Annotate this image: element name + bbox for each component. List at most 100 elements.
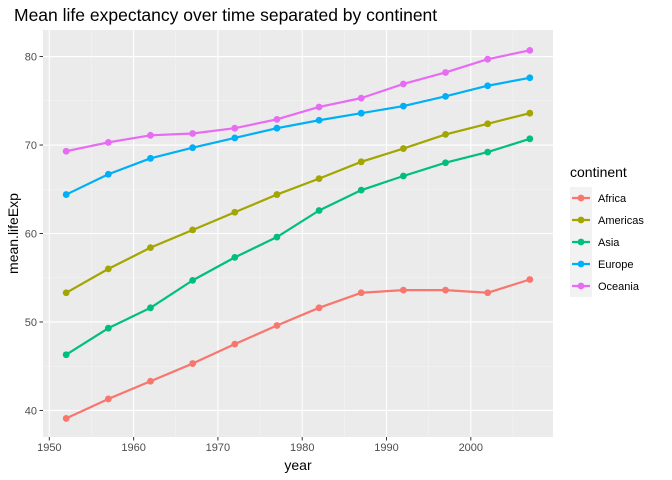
legend-key-point	[577, 194, 585, 202]
data-point	[62, 191, 70, 198]
x-tick-label: 1950	[37, 442, 61, 454]
gridlines	[43, 30, 553, 437]
data-point	[315, 116, 323, 124]
data-point	[62, 289, 70, 297]
legend: continent Africa Americas Asia Europe Oceani…	[570, 164, 644, 297]
data-point	[442, 92, 449, 100]
data-point	[231, 253, 239, 261]
y-tick-label: 60	[25, 229, 37, 241]
series-oceania	[62, 46, 534, 155]
data-point	[147, 377, 154, 385]
data-point	[147, 304, 154, 312]
legend-key-point	[577, 282, 585, 290]
x-tick-label: 1990	[374, 442, 398, 454]
y-tick-label: 50	[25, 317, 37, 329]
data-point	[273, 124, 281, 132]
legend-key-point	[577, 260, 585, 268]
data-point	[526, 74, 534, 82]
legend-label: Africa	[598, 193, 627, 205]
data-point	[231, 134, 239, 142]
data-point	[526, 109, 534, 117]
data-point	[484, 289, 492, 297]
legend-item-africa: Africa	[570, 187, 627, 209]
data-point	[442, 131, 449, 138]
x-tick-label: 1970	[206, 442, 230, 454]
series-line	[65, 76, 531, 196]
data-point	[442, 159, 449, 167]
data-point	[147, 131, 154, 139]
data-point	[231, 208, 239, 216]
legend-item-americas: Americas	[570, 209, 644, 231]
data-point	[357, 109, 365, 117]
data-point	[189, 144, 197, 152]
data-point	[526, 135, 534, 143]
legend-key-point	[577, 238, 585, 246]
legend-item-europe: Europe	[570, 253, 633, 275]
y-axis-title: mean.lifeExp	[5, 193, 21, 274]
series-line	[65, 278, 531, 420]
data-point	[315, 207, 323, 214]
data-point	[189, 276, 197, 284]
data-point	[189, 226, 197, 234]
data-point	[399, 80, 407, 88]
data-point	[147, 244, 154, 252]
x-tick-label: 2000	[459, 442, 483, 454]
data-point	[147, 154, 154, 162]
data-point	[442, 69, 449, 76]
x-tick-label: 1980	[290, 442, 314, 454]
data-point	[231, 124, 239, 132]
y-tick-label: 80	[25, 52, 37, 64]
axis-ticks: 1950 1960 1970 1980 1990 2000 40 50 60 70 80	[25, 52, 483, 454]
data-point	[104, 170, 112, 178]
data-point	[273, 115, 281, 123]
data-point	[484, 55, 492, 63]
data-point	[484, 148, 492, 156]
series-europe	[62, 74, 534, 198]
series-lines	[62, 46, 534, 422]
legend-item-oceania: Oceania	[570, 275, 640, 297]
data-point	[315, 304, 323, 312]
data-point	[442, 286, 449, 294]
data-point	[484, 120, 492, 128]
data-point	[62, 351, 70, 359]
data-point	[104, 395, 112, 403]
data-point	[62, 147, 70, 155]
data-point	[399, 145, 407, 152]
legend-label: Oceania	[598, 281, 640, 293]
data-point	[357, 158, 365, 166]
data-point	[357, 186, 365, 194]
series-americas	[62, 109, 534, 297]
x-axis-title: year	[284, 457, 312, 473]
legend-label: Europe	[598, 259, 633, 271]
data-point	[62, 415, 70, 422]
y-tick-label: 40	[25, 405, 37, 417]
data-point	[273, 191, 281, 198]
data-point	[526, 276, 534, 283]
legend-label: Asia	[598, 237, 620, 249]
data-point	[399, 286, 407, 294]
series-line	[65, 112, 531, 294]
series-asia	[62, 135, 534, 359]
data-point	[104, 265, 112, 273]
legend-title: continent	[570, 164, 627, 180]
legend-key-point	[577, 216, 585, 224]
data-point	[315, 175, 323, 183]
y-tick-label: 70	[25, 140, 37, 152]
chart-title: Mean life expectancy over time separated…	[14, 5, 437, 25]
data-point	[357, 289, 365, 297]
legend-label: Americas	[598, 215, 644, 227]
data-point	[273, 322, 281, 329]
x-tick-label: 1960	[121, 442, 145, 454]
data-point	[104, 138, 112, 146]
data-point	[399, 172, 407, 180]
data-point	[273, 233, 281, 241]
data-point	[399, 102, 407, 110]
data-point	[357, 94, 365, 102]
series-line	[65, 49, 531, 153]
data-point	[189, 130, 197, 137]
series-africa	[62, 276, 534, 422]
data-point	[315, 103, 323, 111]
data-point	[104, 324, 112, 332]
data-point	[231, 340, 239, 348]
